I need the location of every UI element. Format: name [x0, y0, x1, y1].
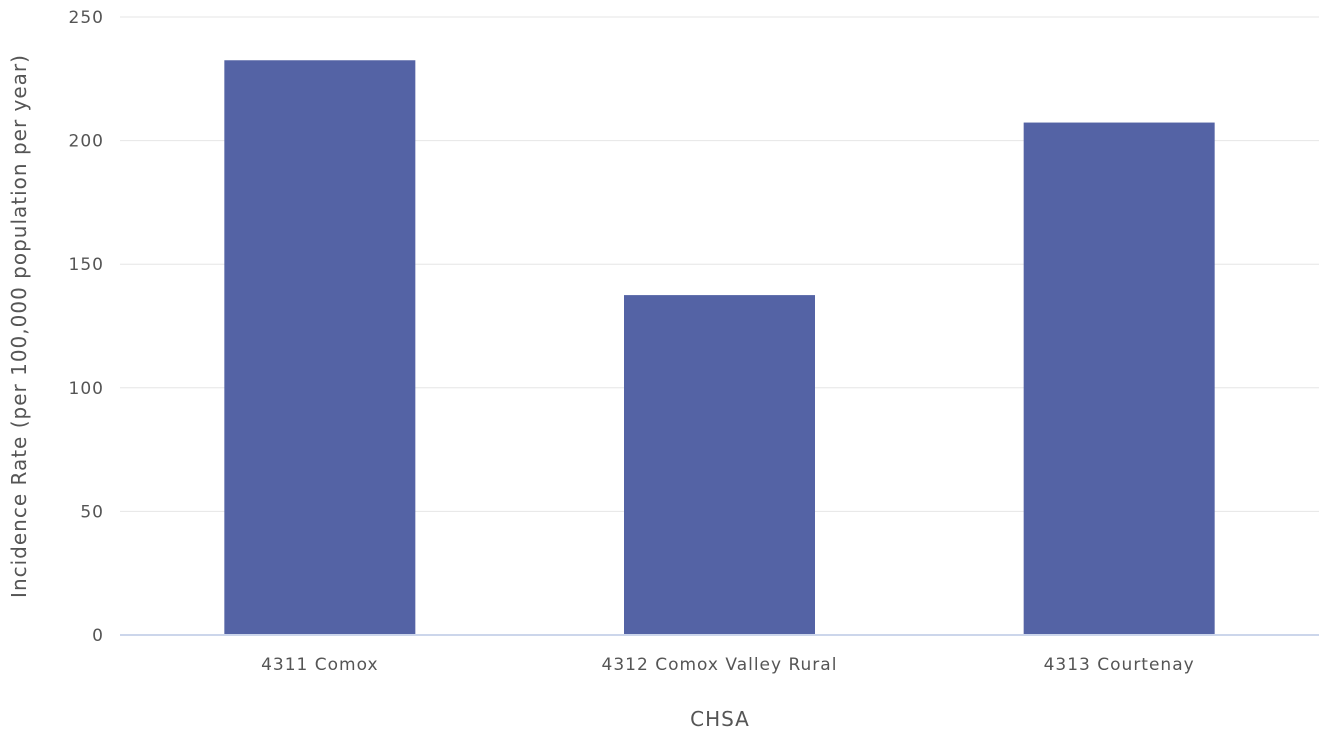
y-tick-label: 250 — [69, 8, 104, 28]
x-tick-label: 4313 Courtenay — [1044, 655, 1195, 675]
x-axis-title: CHSA — [690, 707, 750, 731]
bar[interactable] — [224, 60, 415, 635]
y-axis-title: Incidence Rate (per 100,000 population p… — [7, 54, 31, 598]
y-tick-label: 200 — [69, 132, 104, 152]
x-axis-ticks: 4311 Comox 4312 Comox Valley Rural 4313 Co… — [261, 655, 1195, 675]
x-tick-label: 4312 Comox Valley Rural — [602, 655, 838, 675]
y-tick-label: 50 — [80, 502, 104, 522]
bar[interactable] — [1024, 123, 1215, 635]
y-tick-label: 150 — [69, 255, 104, 275]
y-tick-label: 100 — [69, 379, 104, 399]
bars — [224, 60, 1214, 635]
x-tick-label: 4311 Comox — [261, 655, 378, 675]
y-tick-label: 0 — [92, 626, 104, 646]
bar[interactable] — [624, 295, 815, 635]
y-axis-ticks: 0 50 100 150 200 250 — [69, 8, 104, 646]
